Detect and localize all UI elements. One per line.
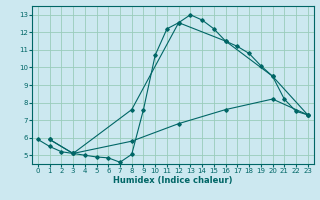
X-axis label: Humidex (Indice chaleur): Humidex (Indice chaleur) [113,176,233,185]
